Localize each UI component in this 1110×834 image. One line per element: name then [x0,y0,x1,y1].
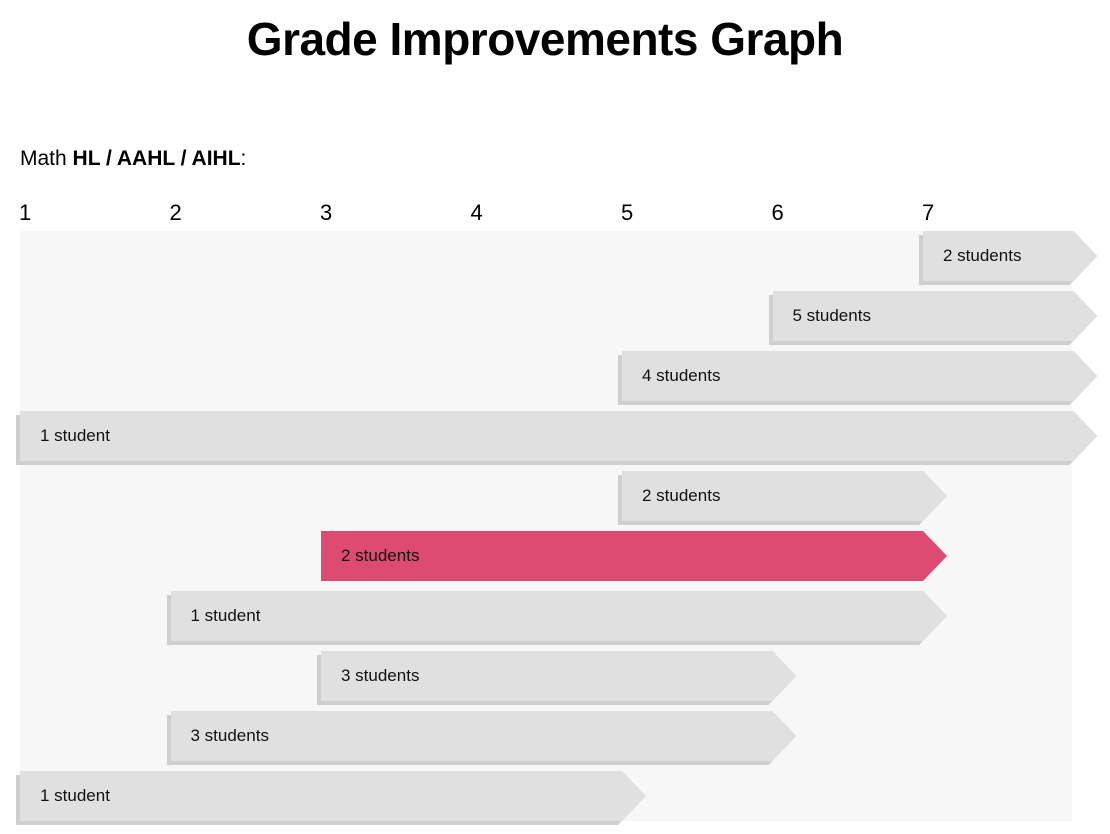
bar-label: 1 student [40,426,110,445]
bar-label: 2 students [943,246,1022,265]
bar-label: 5 students [792,306,871,325]
page-title: Grade Improvements Graph [246,13,844,65]
subject-suffix: : [240,147,247,170]
bar-label: 2 students [341,546,420,565]
grade-bar: 1 student [20,411,1098,461]
bar-label: 2 students [642,486,721,505]
axis-tick-6: 6 [771,200,784,225]
bar-label: 4 students [642,366,721,385]
axis-tick-1: 1 [19,200,32,225]
bar-label: 3 students [190,726,269,745]
grade-bar: 3 students [321,651,797,701]
grade-bar: 1 student [171,591,948,641]
subject-heading: Math HL / AAHL / AIHL: [20,147,246,171]
axis-tick-5: 5 [621,200,634,225]
axis-tick-7: 7 [922,200,935,225]
bar-label: 1 student [40,786,110,805]
grade-bar: 2 students [622,471,947,521]
axis-tick-3: 3 [320,200,333,225]
subject-levels: HL / AAHL / AIHL [72,147,241,170]
grade-bar: 2 students [923,231,1098,281]
grade-bar: 3 students [171,711,797,761]
axis-tick-4: 4 [470,200,483,225]
grade-bar: 4 students [622,351,1098,401]
axis-tick-2: 2 [169,200,182,225]
bar-label: 3 students [341,666,420,685]
grade-bar: 5 students [773,291,1098,341]
highlighted-grade-bar: 2 students [321,531,947,581]
bar-label: 1 student [190,606,261,625]
grade-bar: 1 student [20,771,646,821]
subject-prefix: Math [20,147,67,170]
